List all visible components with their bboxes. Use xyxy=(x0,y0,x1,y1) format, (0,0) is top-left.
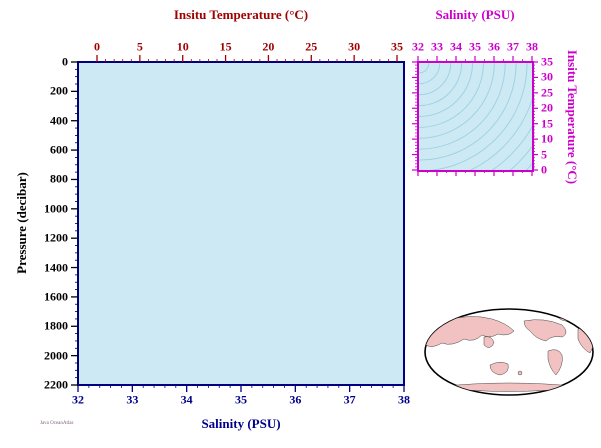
tick-label: 20 xyxy=(541,100,553,115)
tick-label: 1200 xyxy=(44,230,68,245)
tick-label: 200 xyxy=(50,83,68,98)
tick-label: 36 xyxy=(289,392,302,407)
landmass-south-america xyxy=(547,349,563,376)
isopycnal-contours xyxy=(419,63,532,170)
ts-diagram-canvas[interactable] xyxy=(417,61,534,172)
tick-label: 25 xyxy=(541,85,553,100)
isopycnal-contour xyxy=(419,63,463,107)
tick-label: 37 xyxy=(507,39,519,54)
tick-label: 36 xyxy=(488,39,500,54)
landmass-eurasia xyxy=(425,316,515,347)
tick-label: 2200 xyxy=(44,377,68,392)
isopycnal-contour xyxy=(429,63,528,170)
tick-label: 34 xyxy=(180,392,193,407)
tick-label: 0 xyxy=(62,54,68,69)
tick-label: 15 xyxy=(541,116,553,131)
tick-label: 10 xyxy=(176,39,189,54)
isopycnal-contour xyxy=(419,63,484,128)
tick-label: 33 xyxy=(431,39,443,54)
isopycnal-contour xyxy=(419,63,430,74)
tick-label: 1800 xyxy=(44,318,68,333)
ts-temperature-axis-title: Insitu Temperature (°C) xyxy=(565,49,580,185)
tick-label: 5 xyxy=(136,39,143,54)
tick-label: 800 xyxy=(50,171,68,186)
tick-label: 2000 xyxy=(44,348,68,363)
tick-label: 38 xyxy=(526,39,538,54)
tick-label: 1000 xyxy=(44,201,68,216)
tick-label: 20 xyxy=(262,39,275,54)
landmass-australia xyxy=(489,362,509,376)
tick-label: 37 xyxy=(343,392,356,407)
ts-salinity-axis-title: Salinity (PSU) xyxy=(435,7,515,22)
tick-label: 0 xyxy=(541,162,547,177)
temperature-axis-title: Insitu Temperature (°C) xyxy=(173,7,309,22)
isopycnal-contour xyxy=(419,63,506,150)
landmass-north-america xyxy=(523,319,567,342)
tick-label: 32 xyxy=(412,39,424,54)
landmass-seasia xyxy=(483,336,495,348)
tick-label: 35 xyxy=(469,39,481,54)
pressure-axis-title: Pressure (decibar) xyxy=(14,172,29,274)
tick-label: 400 xyxy=(50,113,68,128)
isopycnal-contour xyxy=(419,63,452,96)
world-map[interactable] xyxy=(423,306,597,398)
tick-label: 600 xyxy=(50,142,68,157)
tick-label: 30 xyxy=(541,69,553,84)
tick-label: 33 xyxy=(126,392,139,407)
tick-label: 30 xyxy=(348,39,361,54)
profile-plot-canvas[interactable] xyxy=(77,61,405,386)
tick-label: 32 xyxy=(72,392,84,407)
tick-label: 10 xyxy=(541,131,553,146)
tick-label: 38 xyxy=(398,392,410,407)
tick-label: 5 xyxy=(541,147,547,162)
tick-label: 35 xyxy=(541,54,553,69)
tick-label: 1600 xyxy=(44,289,68,304)
tick-label: 25 xyxy=(305,39,318,54)
isopycnal-contour xyxy=(419,63,441,85)
tick-label: 35 xyxy=(391,39,403,54)
salinity-axis-title: Salinity (PSU) xyxy=(201,416,281,431)
tick-label: 0 xyxy=(94,39,100,54)
tick-label: 15 xyxy=(219,39,232,54)
tick-label: 35 xyxy=(235,392,247,407)
tick-label: 1400 xyxy=(44,260,68,275)
tick-label: 34 xyxy=(450,39,462,54)
landmass-newzealand xyxy=(517,370,523,376)
version-stamp: Java OceanAtlas xyxy=(40,421,74,426)
